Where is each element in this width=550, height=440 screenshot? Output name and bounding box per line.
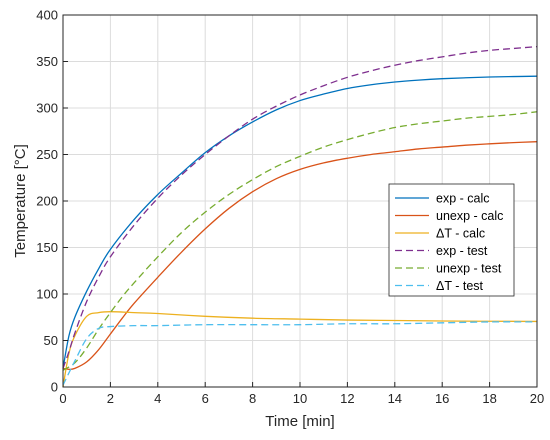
x-tick-label: 0 [59,391,66,406]
legend-label: unexp - test [436,261,502,275]
x-tick-label: 16 [435,391,449,406]
y-tick-label: 150 [36,240,58,255]
x-tick-label: 20 [530,391,544,406]
y-tick-label: 350 [36,54,58,69]
y-axis-label: Temperature [°C] [12,144,29,258]
tick-marks [62,14,538,388]
legend-label: ΔT - calc [436,226,485,240]
legend-label: exp - test [436,244,488,258]
x-tick-label: 18 [482,391,496,406]
x-tick-label: 8 [249,391,256,406]
series-3-line [62,311,538,388]
y-tick-label: 400 [36,8,58,23]
y-tick-label: 100 [36,287,58,302]
x-tick-label: 2 [107,391,114,406]
legend-label: exp - calc [436,191,490,205]
series-layer [62,45,538,388]
x-tick-label: 14 [388,391,402,406]
tick-labels: 0 2 4 6 8 10 12 14 16 18 2005010015020025030035040… [36,8,544,407]
y-tick-label: 50 [44,333,58,348]
series-5-line [62,111,538,371]
x-tick-label: 10 [293,391,307,406]
series-4-line [62,45,538,369]
x-tick-label: 12 [340,391,354,406]
legend-label: ΔT - test [436,279,484,293]
y-tick-label: 300 [36,101,58,116]
y-tick-label: 200 [36,194,58,209]
x-axis-label: Time [min] [265,413,334,430]
y-tick-label: 0 [51,380,58,395]
series-6-line [62,321,538,386]
series-1-line [62,75,538,369]
legend: exp - calc unexp - calc ΔT - calc exp - tes… [388,183,515,297]
x-tick-label: 4 [154,391,161,406]
y-tick-label: 250 [36,147,58,162]
x-tick-label: 6 [202,391,209,406]
series-2-line [62,141,538,371]
legend-label: unexp - calc [436,209,503,223]
legend-box [388,183,515,297]
